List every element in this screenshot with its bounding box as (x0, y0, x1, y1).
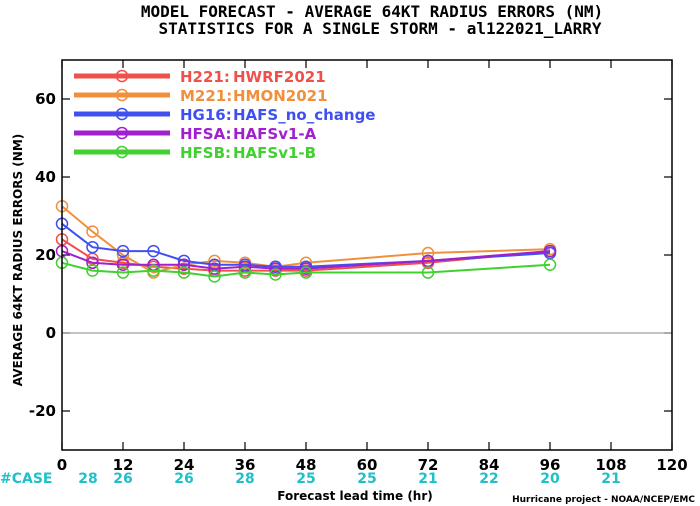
legend-swatch-marker (115, 107, 129, 121)
case-count: 28 (235, 471, 254, 487)
legend-model: HWRF2021 (233, 68, 326, 86)
legend-swatch-marker (115, 126, 129, 140)
y-axis-label: AVERAGE 64KT RADIUS ERRORS (NM) (11, 134, 25, 386)
chart-title: MODEL FORECAST - AVERAGE 64KT RADIUS ERR… (141, 2, 603, 21)
x-axis-label: Forecast lead time (hr) (277, 489, 433, 503)
x-tick-label: 36 (235, 456, 256, 474)
data-point (421, 266, 435, 279)
data-point (86, 256, 99, 270)
plot-frame (61, 59, 673, 451)
legend-swatch-marker (115, 88, 129, 102)
case-count: 26 (174, 471, 193, 487)
legend-code: HG16: (180, 106, 232, 124)
x-tick-label: 120 (656, 456, 687, 474)
data-point (238, 266, 252, 279)
data-point (147, 244, 160, 258)
case-label: #CASE (0, 471, 53, 487)
legend-model: HAFS_no_change (233, 106, 375, 124)
chart-subtitle: STATISTICS FOR A SINGLE STORM - al122021… (158, 19, 601, 38)
legend-swatch-marker (115, 145, 129, 159)
credit-text: Hurricane project - NOAA/NCEP/EMC (512, 495, 695, 505)
y-tick-label: 20 (35, 246, 56, 264)
x-tick-label: 96 (540, 456, 561, 474)
data-point (543, 258, 557, 271)
case-count: 26 (113, 471, 132, 487)
data-point (116, 244, 130, 258)
y-tick-label: -20 (29, 402, 56, 420)
data-point (116, 266, 130, 279)
data-point (208, 254, 221, 268)
legend-model: HAFSv1-B (233, 144, 316, 162)
data-point (543, 244, 557, 258)
legend-model: HMON2021 (233, 87, 328, 105)
y-tick-label: 40 (35, 168, 56, 186)
x-tick-label: 0 (57, 456, 67, 474)
series-line (61, 261, 551, 278)
series-line (61, 223, 551, 268)
y-tick-label: 60 (35, 90, 56, 108)
series-line (61, 250, 551, 270)
data-point (421, 246, 435, 260)
data-point (208, 270, 221, 283)
x-tick-label: 72 (418, 456, 439, 474)
case-count: 28 (78, 471, 97, 487)
case-count: 21 (418, 471, 437, 487)
data-point (177, 266, 191, 279)
legend-code: H221: (180, 68, 230, 86)
data-point (86, 225, 99, 238)
x-tick-label: 48 (296, 456, 317, 474)
y-tick-label: 0 (46, 324, 56, 342)
data-point (177, 262, 191, 275)
series-layer (55, 200, 557, 283)
y-axis-ticks: -20 0 20 40 60 (29, 90, 672, 420)
x-tick-label: 84 (479, 456, 500, 474)
case-count: 20 (540, 471, 560, 487)
data-point (86, 264, 99, 277)
x-tick-label: 12 (113, 456, 134, 474)
series-hfsb (55, 256, 557, 283)
series-line (61, 205, 551, 274)
legend-swatch-marker (115, 69, 129, 83)
case-count: 25 (357, 471, 376, 487)
legend-code: M221: (180, 87, 232, 105)
legend-code: HFSA: (180, 125, 232, 143)
data-point (116, 258, 130, 271)
data-point (269, 268, 282, 281)
data-point (147, 264, 160, 277)
case-counts: 28 26 26 28 25 25 21 22 20 21 (78, 471, 620, 487)
data-point (208, 262, 221, 275)
legend-model: HAFSv1-A (233, 125, 317, 143)
data-point (177, 258, 191, 271)
x-tick-label: 24 (174, 456, 195, 474)
case-count: 21 (601, 471, 620, 487)
case-count: 22 (479, 471, 498, 487)
data-point (86, 240, 99, 254)
x-tick-label: 108 (595, 456, 626, 474)
data-point (116, 248, 130, 262)
legend-code: HFSB: (180, 144, 231, 162)
case-count: 25 (296, 471, 315, 487)
data-point (299, 266, 313, 279)
data-point (299, 262, 313, 275)
x-tick-label: 60 (357, 456, 378, 474)
